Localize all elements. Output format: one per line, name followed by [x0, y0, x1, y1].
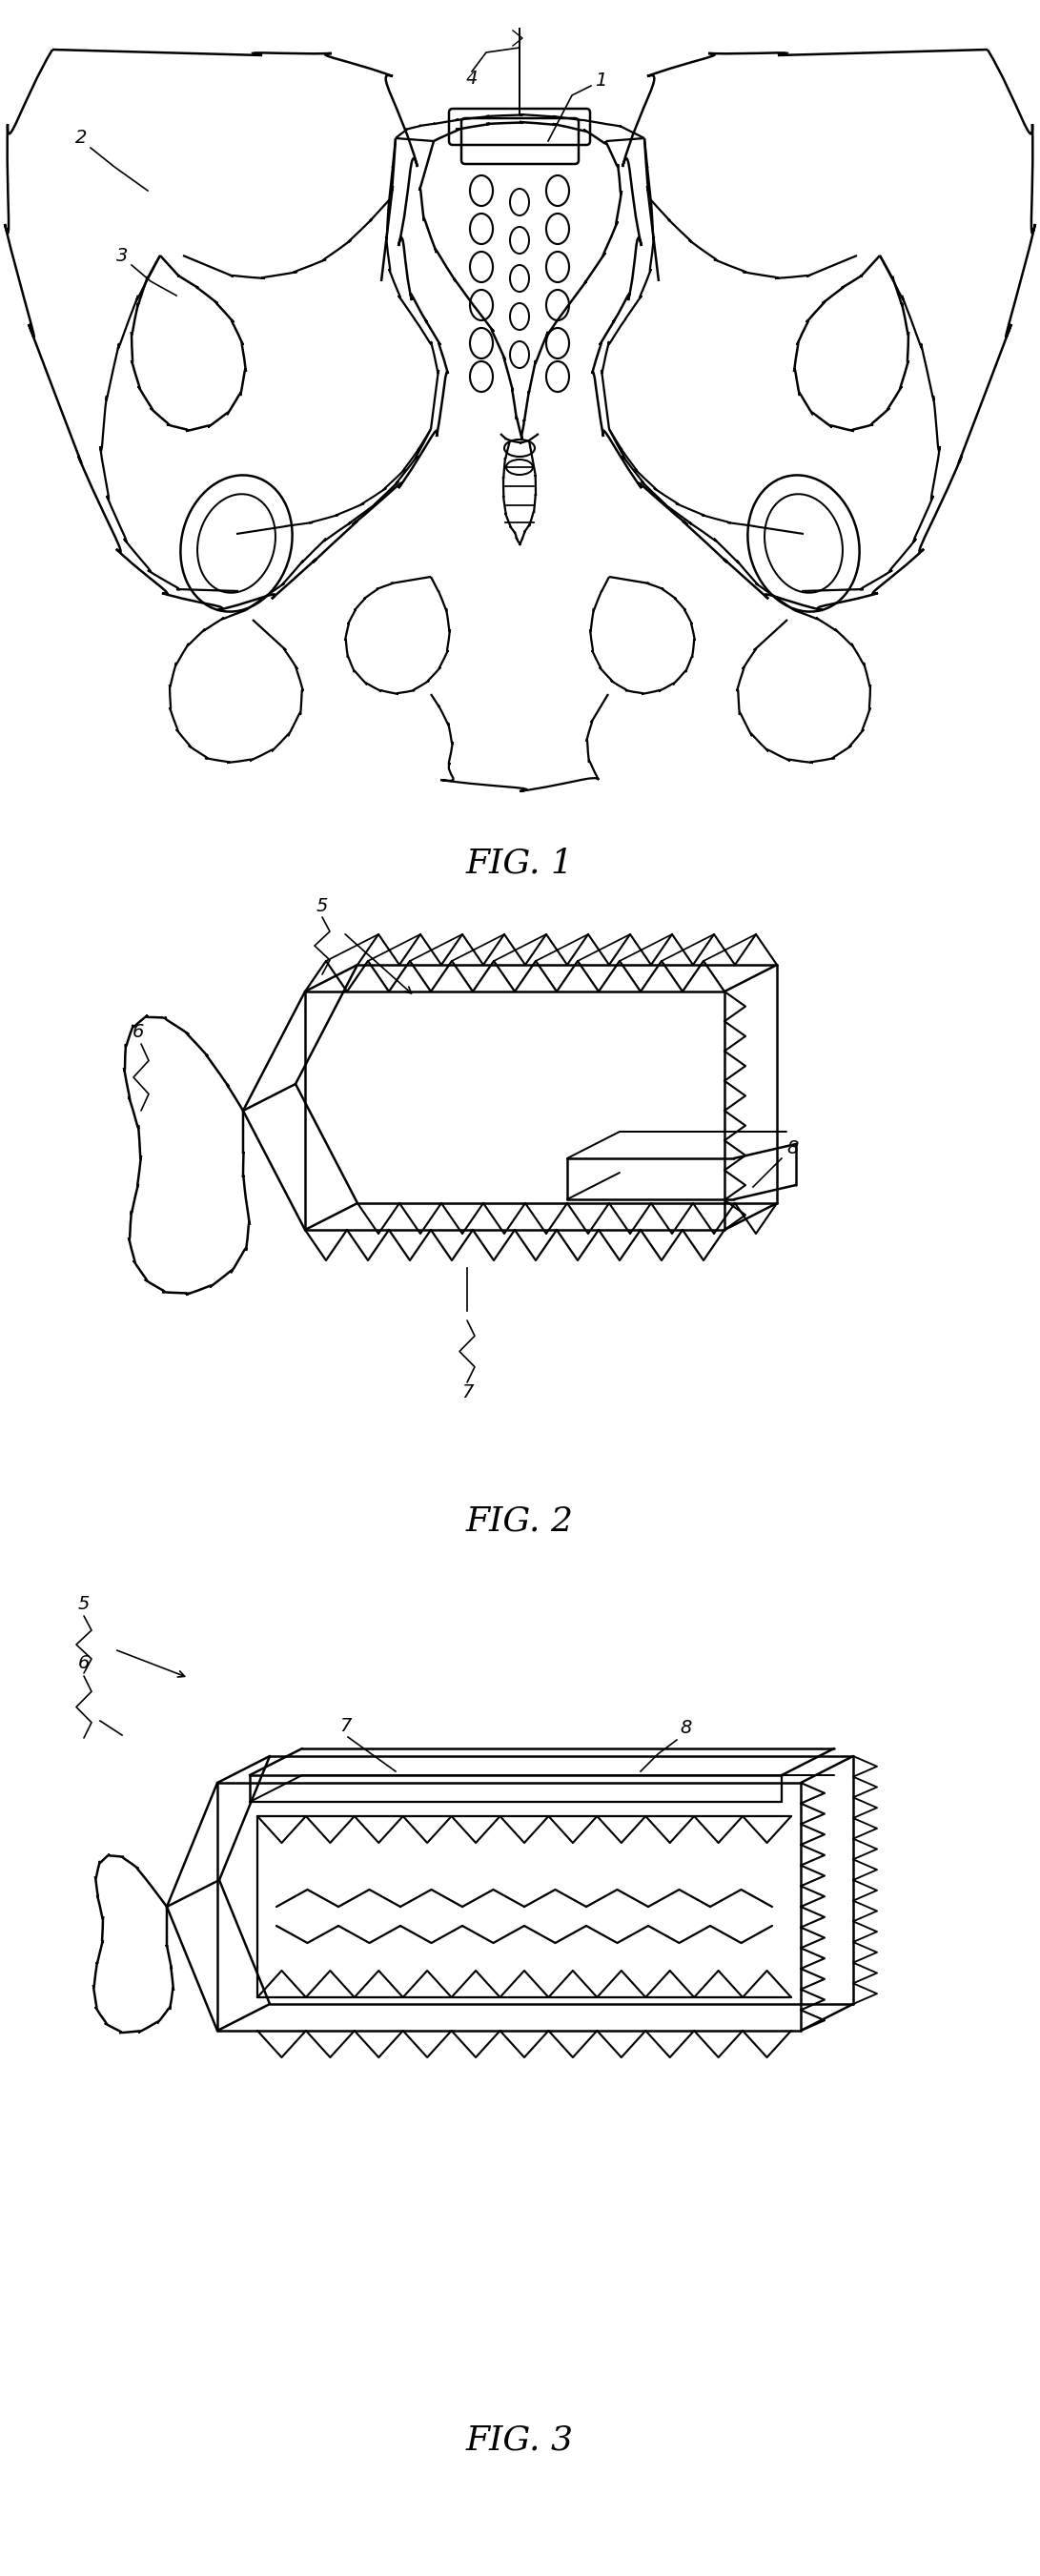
Text: 6: 6: [78, 1654, 89, 1672]
Text: FIG. 1: FIG. 1: [466, 848, 573, 878]
Text: 4: 4: [466, 70, 477, 88]
Text: 1: 1: [595, 72, 606, 90]
Text: FIG. 3: FIG. 3: [466, 2424, 573, 2458]
Text: 5: 5: [316, 896, 328, 914]
Text: 3: 3: [116, 247, 128, 265]
Text: 6: 6: [132, 1023, 145, 1041]
Text: 7: 7: [339, 1716, 350, 1734]
Text: 7: 7: [461, 1383, 473, 1401]
Text: 8: 8: [787, 1139, 799, 1157]
Text: FIG. 2: FIG. 2: [466, 1504, 573, 1538]
Text: 2: 2: [75, 129, 87, 147]
Text: 5: 5: [78, 1595, 89, 1613]
Text: 8: 8: [680, 1718, 693, 1736]
